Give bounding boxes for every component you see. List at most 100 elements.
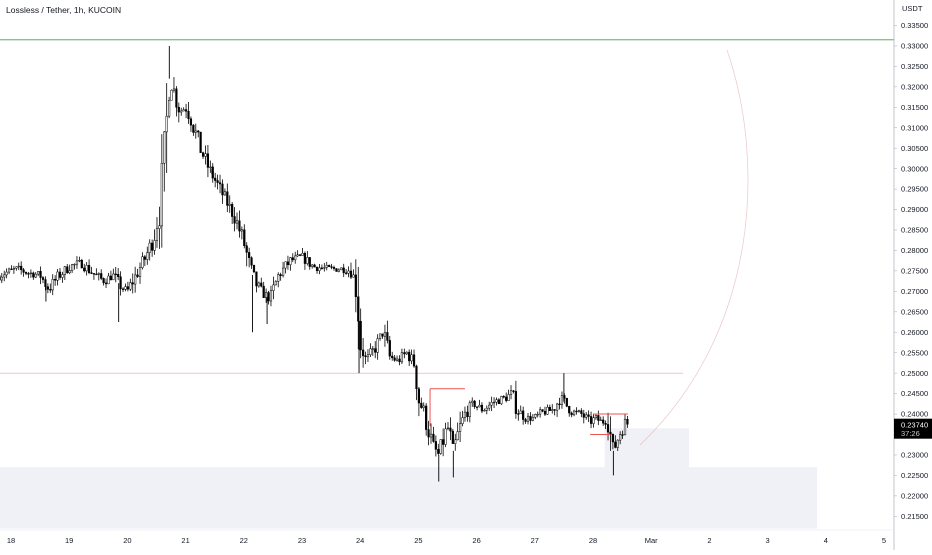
candle-up (323, 267, 325, 268)
candle-down (437, 449, 439, 453)
price-tick-label: 0.26000 (901, 328, 928, 337)
candle-down (435, 441, 437, 449)
candle-up (338, 270, 340, 272)
candle-up (149, 243, 151, 253)
candle-down (59, 272, 61, 278)
candle-up (163, 132, 165, 163)
candle-down (336, 269, 338, 272)
candle-up (8, 269, 10, 272)
candle-down (612, 434, 614, 442)
candle-down (515, 391, 517, 413)
candle-down (597, 415, 599, 420)
candle-down (23, 270, 25, 273)
candle-down (304, 253, 306, 263)
candle-up (30, 273, 32, 274)
candle-up (290, 258, 292, 265)
candle-down (253, 265, 255, 272)
candle-up (79, 260, 81, 261)
candle-down (54, 279, 56, 280)
candle-down (452, 431, 454, 444)
price-tick-label: 0.30000 (901, 164, 928, 173)
candle-up (146, 253, 148, 260)
candle-up (134, 275, 136, 284)
symbol-interval: 1h (74, 5, 83, 15)
candle-up (496, 400, 498, 402)
candle-down (566, 398, 568, 406)
demand-zone (0, 467, 817, 528)
candle-down (588, 415, 590, 417)
price-tick-label: 0.25500 (901, 348, 928, 357)
candle-down (127, 287, 129, 290)
candle-up (411, 355, 413, 361)
candle-up (57, 272, 59, 280)
candle-up (539, 410, 541, 415)
candle-down (467, 412, 469, 417)
candle-down (549, 407, 551, 410)
candle-up (326, 265, 328, 267)
candle-up (532, 417, 534, 420)
symbol-title[interactable]: Lossless / Tether, 1h, KUCOIN (6, 5, 121, 15)
candle-down (91, 273, 93, 274)
candle-up (377, 339, 379, 353)
candle-down (433, 434, 435, 441)
price-tick-label: 0.33500 (901, 21, 928, 30)
candle-down (144, 257, 146, 260)
candle-up (156, 229, 158, 241)
candle-up (270, 291, 272, 301)
candle-up (469, 403, 471, 417)
candle-down (389, 340, 391, 356)
candle-down (280, 275, 282, 276)
candle-up (561, 395, 563, 404)
candle-up (18, 266, 20, 267)
candle-down (234, 217, 236, 224)
candle-up (423, 406, 425, 408)
candle-down (193, 125, 195, 132)
candle-down (343, 268, 345, 273)
time-tick-label: 26 (472, 536, 480, 545)
candle-down (268, 293, 270, 301)
candle-up (236, 221, 238, 223)
candle-down (481, 405, 483, 411)
candle-up (183, 110, 185, 111)
candle-up (195, 131, 197, 133)
candle-down (83, 268, 85, 271)
price-tick-label: 0.27500 (901, 267, 928, 276)
candle-down (513, 391, 515, 392)
candle-up (52, 279, 54, 290)
time-tick-label: Mar (645, 536, 658, 545)
countdown-label: 37:26 (901, 429, 920, 438)
candle-up (353, 275, 355, 277)
candle-up (205, 154, 207, 157)
candle-down (117, 274, 119, 277)
candle-up (370, 349, 372, 355)
candle-up (500, 396, 502, 403)
candle-down (559, 404, 561, 405)
time-tick-label: 27 (531, 536, 539, 545)
candle-down (530, 416, 532, 420)
last-price-label: 0.23740 (901, 420, 928, 429)
candle-up (619, 435, 621, 441)
candle-up (209, 167, 211, 168)
candle-down (503, 396, 505, 397)
candle-down (239, 221, 241, 231)
time-tick-label: 24 (356, 536, 364, 545)
candle-up (340, 268, 342, 270)
candle-up (224, 192, 226, 195)
candle-up (86, 265, 88, 271)
candle-down (260, 283, 262, 286)
candle-up (534, 414, 536, 417)
candle-down (214, 178, 216, 180)
candle-down (498, 400, 500, 404)
candle-up (3, 275, 5, 277)
candle-up (6, 272, 8, 275)
candle-down (197, 131, 199, 132)
candle-down (200, 132, 202, 153)
candle-up (578, 411, 580, 412)
candle-up (379, 334, 381, 339)
candle-down (362, 350, 364, 356)
candle-down (602, 420, 604, 423)
candle-down (350, 271, 352, 277)
candle-up (471, 401, 473, 403)
